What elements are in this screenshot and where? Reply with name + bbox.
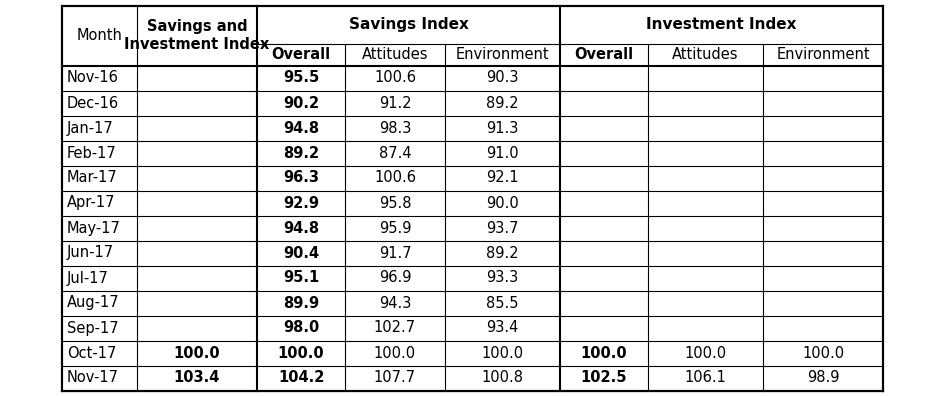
Text: 100.0: 100.0 <box>580 345 627 360</box>
Text: Jan-17: Jan-17 <box>67 120 113 135</box>
Text: 90.0: 90.0 <box>485 196 518 211</box>
Text: Attitudes: Attitudes <box>362 47 428 62</box>
Text: 96.3: 96.3 <box>282 171 319 185</box>
Text: 90.3: 90.3 <box>486 70 518 86</box>
Text: Sep-17: Sep-17 <box>67 320 119 335</box>
Text: 91.7: 91.7 <box>379 246 411 261</box>
Text: Savings Index: Savings Index <box>348 17 468 32</box>
Text: 93.3: 93.3 <box>486 270 518 286</box>
Text: 91.3: 91.3 <box>486 120 518 135</box>
Text: 100.6: 100.6 <box>374 171 415 185</box>
Text: Nov-17: Nov-17 <box>67 371 119 385</box>
Text: 100.0: 100.0 <box>801 345 843 360</box>
Text: 95.5: 95.5 <box>282 70 319 86</box>
Text: 85.5: 85.5 <box>486 295 518 310</box>
Text: 95.1: 95.1 <box>282 270 319 286</box>
Text: Environment: Environment <box>775 47 868 62</box>
Text: 98.0: 98.0 <box>282 320 319 335</box>
Text: 92.1: 92.1 <box>485 171 518 185</box>
Text: 92.9: 92.9 <box>282 196 319 211</box>
Text: Jul-17: Jul-17 <box>67 270 109 286</box>
Text: 107.7: 107.7 <box>374 371 415 385</box>
Text: 104.2: 104.2 <box>278 371 324 385</box>
Text: Jun-17: Jun-17 <box>67 246 114 261</box>
Text: Overall: Overall <box>271 47 330 62</box>
Text: Overall: Overall <box>574 47 632 62</box>
Text: 103.4: 103.4 <box>174 371 220 385</box>
Text: 102.7: 102.7 <box>374 320 415 335</box>
Text: 100.0: 100.0 <box>174 345 220 360</box>
Text: 91.2: 91.2 <box>379 95 411 110</box>
Text: 93.7: 93.7 <box>486 221 518 236</box>
Text: 95.9: 95.9 <box>379 221 411 236</box>
Text: 94.3: 94.3 <box>379 295 411 310</box>
Text: Apr-17: Apr-17 <box>67 196 115 211</box>
Text: 98.3: 98.3 <box>379 120 411 135</box>
Text: 106.1: 106.1 <box>683 371 726 385</box>
Text: 89.2: 89.2 <box>485 246 518 261</box>
Text: 100.0: 100.0 <box>683 345 726 360</box>
Text: 94.8: 94.8 <box>282 221 319 236</box>
Text: 100.0: 100.0 <box>278 345 324 360</box>
Text: 87.4: 87.4 <box>379 145 411 160</box>
Text: 102.5: 102.5 <box>581 371 627 385</box>
Text: 100.6: 100.6 <box>374 70 415 86</box>
Text: Environment: Environment <box>455 47 548 62</box>
Text: 89.2: 89.2 <box>485 95 518 110</box>
Text: Month: Month <box>76 28 123 43</box>
Text: 96.9: 96.9 <box>379 270 411 286</box>
Text: Savings and
Investment Index: Savings and Investment Index <box>125 19 269 52</box>
Text: 93.4: 93.4 <box>486 320 518 335</box>
Text: 89.2: 89.2 <box>282 145 319 160</box>
Text: 100.0: 100.0 <box>480 345 523 360</box>
Text: 91.0: 91.0 <box>485 145 518 160</box>
Text: 90.4: 90.4 <box>282 246 319 261</box>
Text: 89.9: 89.9 <box>282 295 319 310</box>
Text: 90.2: 90.2 <box>282 95 319 110</box>
Text: Aug-17: Aug-17 <box>67 295 120 310</box>
Text: 100.8: 100.8 <box>481 371 523 385</box>
Text: 94.8: 94.8 <box>282 120 319 135</box>
Text: Dec-16: Dec-16 <box>67 95 119 110</box>
Text: Feb-17: Feb-17 <box>67 145 117 160</box>
Text: Mar-17: Mar-17 <box>67 171 118 185</box>
Text: 98.9: 98.9 <box>806 371 838 385</box>
Text: 95.8: 95.8 <box>379 196 411 211</box>
Text: Investment Index: Investment Index <box>646 17 796 32</box>
Text: Attitudes: Attitudes <box>671 47 738 62</box>
Text: May-17: May-17 <box>67 221 121 236</box>
Text: Oct-17: Oct-17 <box>67 345 116 360</box>
Text: Nov-16: Nov-16 <box>67 70 119 86</box>
Text: 100.0: 100.0 <box>374 345 415 360</box>
